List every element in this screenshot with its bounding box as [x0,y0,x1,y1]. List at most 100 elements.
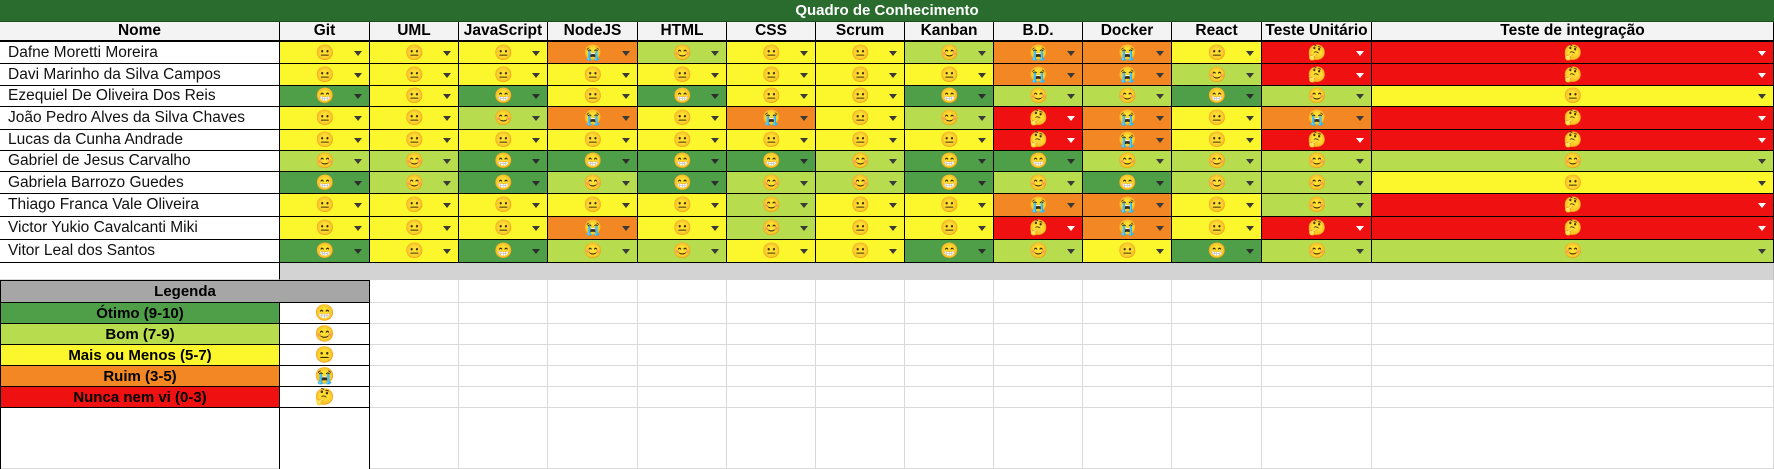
column-header-git[interactable]: Git [280,22,370,42]
sheet-cell[interactable] [994,280,1083,303]
dropdown-arrow-icon[interactable] [1758,116,1766,121]
dropdown-arrow-icon[interactable] [711,138,719,143]
skill-level-dropdown[interactable]: 🤔 [1372,42,1774,64]
sheet-cell[interactable] [1262,408,1372,469]
skill-level-dropdown[interactable]: 😐 [816,194,905,217]
sheet-cell[interactable] [905,345,994,366]
skill-level-dropdown[interactable]: 😊 [994,172,1083,194]
dropdown-arrow-icon[interactable] [1356,94,1364,99]
dropdown-arrow-icon[interactable] [443,180,451,186]
dropdown-arrow-icon[interactable] [622,138,630,143]
dropdown-arrow-icon[interactable] [711,203,719,208]
dropdown-arrow-icon[interactable] [443,94,451,99]
sheet-cell[interactable] [548,324,638,345]
sheet-cell[interactable] [459,408,548,469]
dropdown-arrow-icon[interactable] [1156,249,1164,254]
skill-level-dropdown[interactable]: 😭 [1262,107,1372,130]
table-row-name[interactable]: Ezequiel De Oliveira Dos Reis [0,86,280,107]
dropdown-arrow-icon[interactable] [532,249,540,254]
skill-level-dropdown[interactable]: 🤔 [1372,64,1774,86]
sheet-cell[interactable] [1372,324,1774,345]
skill-level-dropdown[interactable]: 😐 [370,194,459,217]
dropdown-arrow-icon[interactable] [354,159,362,164]
skill-level-dropdown[interactable]: 😐 [727,64,816,86]
skill-level-dropdown[interactable]: 😊 [816,172,905,194]
skill-level-dropdown[interactable]: 😊 [1083,151,1172,172]
dropdown-arrow-icon[interactable] [800,94,808,99]
skill-level-dropdown[interactable]: 😊 [638,240,727,263]
skill-level-dropdown[interactable]: 😐 [816,42,905,64]
skill-level-dropdown[interactable]: 😐 [280,130,370,151]
dropdown-arrow-icon[interactable] [1246,50,1254,56]
sheet-cell[interactable] [1172,408,1262,469]
skill-level-dropdown[interactable]: 😁 [1083,172,1172,194]
sheet-cell[interactable] [727,324,816,345]
column-header-name[interactable]: Nome [0,22,280,42]
dropdown-arrow-icon[interactable] [1758,50,1766,56]
skill-level-dropdown[interactable]: 😁 [459,240,548,263]
dropdown-arrow-icon[interactable] [1156,116,1164,121]
dropdown-arrow-icon[interactable] [889,249,897,254]
dropdown-arrow-icon[interactable] [443,138,451,143]
dropdown-arrow-icon[interactable] [1156,72,1164,78]
dropdown-arrow-icon[interactable] [1156,138,1164,143]
sheet-cell[interactable] [994,408,1083,469]
skill-level-dropdown[interactable]: 😐 [816,86,905,107]
sheet-cell[interactable] [994,303,1083,324]
sheet-cell[interactable] [1262,387,1372,408]
sheet-cell[interactable] [638,280,727,303]
skill-level-dropdown[interactable]: 😐 [1172,217,1262,240]
dropdown-arrow-icon[interactable] [800,50,808,56]
dropdown-arrow-icon[interactable] [1067,203,1075,208]
skill-level-dropdown[interactable]: 😊 [370,151,459,172]
skill-level-dropdown[interactable]: 😐 [459,64,548,86]
dropdown-arrow-icon[interactable] [1156,180,1164,186]
skill-level-dropdown[interactable]: 😐 [816,240,905,263]
skill-level-dropdown[interactable]: 😐 [1083,240,1172,263]
dropdown-arrow-icon[interactable] [622,226,630,231]
dropdown-arrow-icon[interactable] [1758,159,1766,164]
skill-level-dropdown[interactable]: 😐 [370,217,459,240]
skill-level-dropdown[interactable]: 😐 [370,42,459,64]
column-header-css[interactable]: CSS [727,22,816,42]
dropdown-arrow-icon[interactable] [889,226,897,231]
dropdown-arrow-icon[interactable] [978,226,986,231]
skill-level-dropdown[interactable]: 😁 [459,86,548,107]
skill-level-dropdown[interactable]: 😊 [1262,240,1372,263]
dropdown-arrow-icon[interactable] [622,159,630,164]
dropdown-arrow-icon[interactable] [1067,94,1075,99]
skill-level-dropdown[interactable]: 😐 [727,130,816,151]
dropdown-arrow-icon[interactable] [532,94,540,99]
column-header-javascript[interactable]: JavaScript [459,22,548,42]
sheet-cell[interactable] [1172,366,1262,387]
sheet-cell[interactable] [1083,280,1172,303]
skill-level-dropdown[interactable]: 🤔 [1372,130,1774,151]
sheet-cell[interactable] [459,303,548,324]
sheet-cell[interactable] [727,345,816,366]
skill-level-dropdown[interactable]: 😭 [994,64,1083,86]
sheet-cell[interactable] [548,303,638,324]
skill-level-dropdown[interactable]: 😊 [1172,151,1262,172]
skill-level-dropdown[interactable]: 😁 [905,151,994,172]
dropdown-arrow-icon[interactable] [978,138,986,143]
skill-level-dropdown[interactable]: 😐 [548,194,638,217]
skill-level-dropdown[interactable]: 😊 [727,194,816,217]
sheet-cell[interactable] [816,387,905,408]
dropdown-arrow-icon[interactable] [889,50,897,56]
sheet-cell[interactable] [1172,345,1262,366]
sheet-cell[interactable] [1083,366,1172,387]
column-header-teste-de-integra-o[interactable]: Teste de integração [1372,22,1774,42]
dropdown-arrow-icon[interactable] [1067,116,1075,121]
skill-level-dropdown[interactable]: 😊 [370,172,459,194]
table-row-name[interactable]: Thiago Franca Vale Oliveira [0,194,280,217]
skill-level-dropdown[interactable]: 😐 [1372,172,1774,194]
skill-level-dropdown[interactable]: 😁 [459,172,548,194]
dropdown-arrow-icon[interactable] [354,203,362,208]
dropdown-arrow-icon[interactable] [532,226,540,231]
skill-level-dropdown[interactable]: 😁 [280,172,370,194]
dropdown-arrow-icon[interactable] [443,203,451,208]
dropdown-arrow-icon[interactable] [889,180,897,186]
dropdown-arrow-icon[interactable] [1356,116,1364,121]
dropdown-arrow-icon[interactable] [532,116,540,121]
sheet-cell[interactable] [370,387,459,408]
